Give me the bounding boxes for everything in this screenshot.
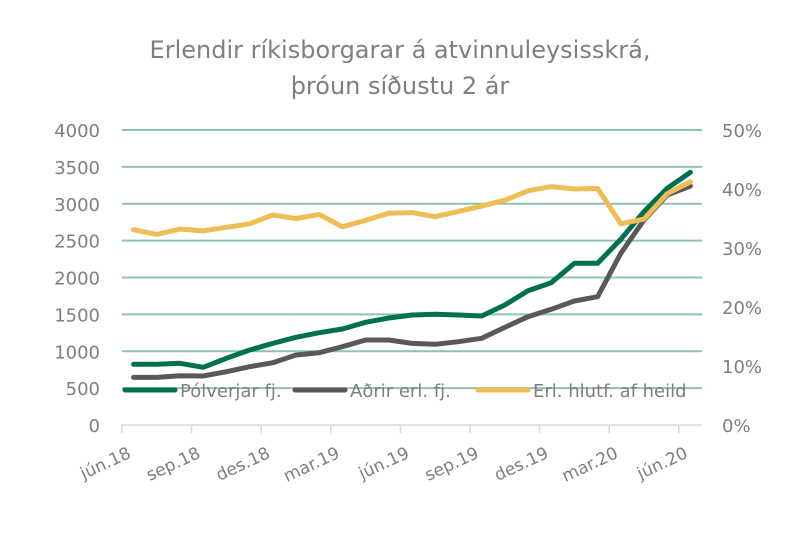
- y-left-tick-label: 3000: [54, 195, 100, 216]
- series-line-2: [131, 183, 693, 380]
- x-tick-label: des.18: [213, 443, 273, 485]
- y-left-tick-label: 2000: [54, 269, 100, 290]
- x-tick-label: jún.18: [76, 443, 134, 484]
- y-left-tick-label: 0: [89, 416, 100, 437]
- legend-label: Erl. hlutf. af heild: [533, 381, 687, 402]
- y-left-tick-label: 2500: [54, 232, 100, 253]
- chart-title-line-2: þróun síðustu 2 ár: [290, 72, 510, 100]
- y-right-tick-label: 20%: [722, 298, 762, 319]
- y-left-tick-label: 4000: [54, 121, 100, 142]
- series-line-3: [131, 179, 693, 237]
- y-left-tick-label: 1500: [54, 305, 100, 326]
- y-left-tick-label: 1000: [54, 342, 100, 363]
- chart-title-line-1: Erlendir ríkisborgarar á atvinnuleysissk…: [149, 36, 651, 64]
- y-right-tick-label: 10%: [722, 357, 762, 378]
- x-tick-label: sep.19: [422, 443, 482, 485]
- x-tick-label: mar.20: [559, 443, 621, 486]
- legend-label: Pólverjar fj.: [180, 381, 282, 402]
- x-tick-label: jún.20: [633, 443, 691, 484]
- x-tick-label: jún.19: [355, 443, 413, 484]
- legend-label: Aðrir erl. fj.: [350, 381, 451, 402]
- x-tick-label: mar.19: [281, 443, 343, 486]
- y-left-tick-label: 3500: [54, 158, 100, 179]
- series-line-1: [131, 169, 693, 370]
- y-right-tick-label: 50%: [722, 121, 762, 142]
- x-tick-label: des.19: [491, 443, 551, 485]
- y-left-tick-label: 500: [66, 379, 100, 400]
- y-right-tick-label: 40%: [722, 180, 762, 201]
- x-tick-label: sep.18: [143, 443, 203, 485]
- y-right-tick-label: 0%: [722, 416, 751, 437]
- y-right-tick-label: 30%: [722, 239, 762, 260]
